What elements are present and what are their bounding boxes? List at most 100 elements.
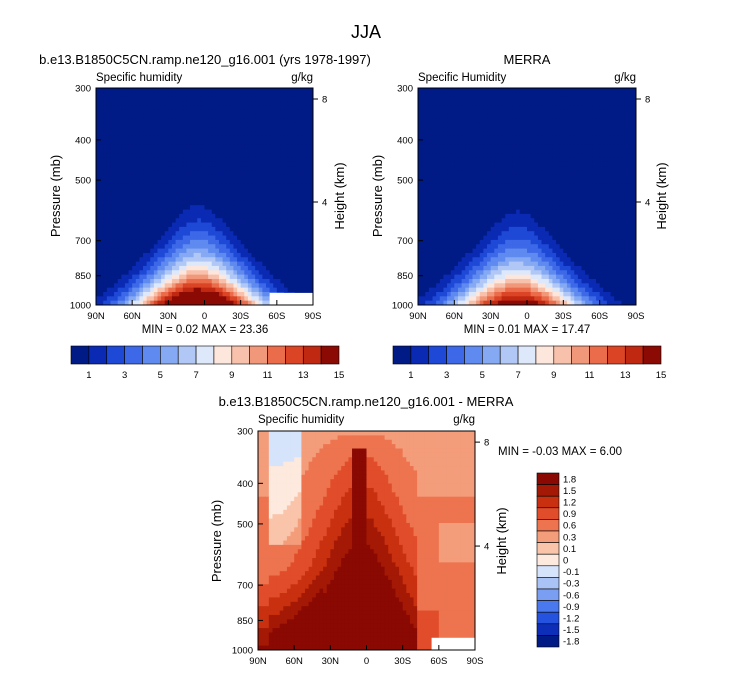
heatmap-cell — [632, 200, 637, 206]
heatmap-cell — [592, 140, 597, 145]
heatmap-cell — [541, 127, 546, 132]
heatmap-cell — [200, 118, 205, 124]
heatmap-cell — [255, 196, 260, 202]
heatmap-cell — [262, 257, 267, 262]
heatmap-cell — [574, 88, 579, 93]
heatmap-cell — [251, 127, 256, 132]
heatmap-cell — [298, 148, 303, 154]
heatmap-cell — [146, 148, 151, 154]
heatmap-cell — [527, 96, 532, 102]
heatmap-cell — [418, 96, 423, 102]
heatmap-cell — [226, 231, 231, 236]
heatmap-cell — [157, 179, 162, 184]
heatmap-cell — [146, 239, 151, 245]
heatmap-cell — [222, 153, 227, 158]
heatmap-cell — [454, 218, 459, 223]
heatmap-cell — [273, 179, 278, 184]
heatmap-cell — [117, 144, 122, 150]
heatmap-cell — [215, 291, 220, 297]
heatmap-cell — [161, 135, 166, 141]
heatmap-cell — [617, 109, 622, 115]
heatmap-cell — [244, 231, 249, 236]
heatmap-cell — [632, 92, 637, 98]
heatmap-cell — [211, 261, 216, 267]
heatmap-cell — [621, 114, 626, 119]
heatmap-cell — [625, 135, 630, 141]
heatmap-cell — [265, 265, 270, 271]
heatmap-cell — [599, 183, 604, 189]
heatmap-cell — [479, 114, 484, 119]
heatmap-cell — [139, 283, 144, 289]
heatmap-cell — [190, 179, 195, 184]
heatmap-cell — [146, 261, 151, 267]
heatmap-cell — [103, 270, 108, 276]
heatmap-cell — [585, 205, 590, 210]
heatmap-cell — [244, 239, 249, 245]
heatmap-cell — [186, 300, 191, 306]
heatmap-cell — [287, 265, 292, 271]
heatmap-cell — [273, 261, 278, 267]
heatmap-cell — [153, 226, 158, 232]
heatmap-cell — [617, 153, 622, 158]
heatmap-cell — [534, 153, 539, 158]
heatmap-cell — [505, 114, 510, 119]
heatmap-cell — [588, 88, 593, 93]
heatmap-cell — [519, 218, 524, 223]
heatmap-cell — [298, 144, 303, 150]
heatmap-cell — [171, 96, 176, 102]
heatmap-cell — [99, 270, 104, 276]
heatmap-cell — [211, 127, 216, 132]
heatmap-cell — [516, 196, 521, 202]
heatmap-cell — [110, 109, 115, 115]
heatmap-cell — [519, 213, 524, 219]
heatmap-cell — [96, 244, 101, 249]
heatmap-cell — [132, 105, 137, 111]
heatmap-cell — [581, 88, 586, 93]
panel-subtitle-left: Specific humidity — [96, 72, 183, 84]
heatmap-cell — [291, 105, 296, 111]
heatmap-cell — [247, 153, 252, 158]
heatmap-cell — [204, 174, 209, 180]
heatmap-cell — [305, 92, 310, 98]
heatmap-cell — [450, 140, 455, 145]
heatmap-cell — [247, 265, 252, 271]
heatmap-cell — [472, 88, 477, 93]
heatmap-cell — [302, 278, 307, 284]
heatmap-cell — [128, 200, 133, 206]
heatmap-cell — [625, 166, 630, 171]
heatmap-cell — [418, 105, 423, 111]
heatmap-cell — [541, 170, 546, 176]
heatmap-cell — [566, 166, 571, 171]
heatmap-cell — [157, 244, 162, 249]
heatmap-cell — [197, 148, 202, 154]
heatmap-cell — [168, 235, 173, 241]
heatmap-cell — [139, 135, 144, 141]
heatmap-cell — [204, 105, 209, 111]
heatmap-cell — [153, 192, 158, 197]
heatmap-cell — [291, 96, 296, 102]
heatmap-cell — [153, 157, 158, 163]
heatmap-cell — [468, 187, 473, 193]
heatmap-cell — [157, 239, 162, 245]
heatmap-cell — [305, 174, 310, 180]
heatmap-cell — [204, 148, 209, 154]
heatmap-cell — [237, 144, 242, 150]
heatmap-cell — [577, 144, 582, 150]
heatmap-cell — [287, 92, 292, 98]
heatmap-cell — [494, 144, 499, 150]
heatmap-cell — [110, 278, 115, 284]
heatmap-cell — [211, 157, 216, 163]
heatmap-cell — [200, 92, 205, 98]
heatmap-cell — [421, 140, 426, 145]
heatmap-cell — [215, 213, 220, 219]
heatmap-cell — [577, 213, 582, 219]
heatmap-cell — [124, 148, 129, 154]
heatmap-cell — [269, 153, 274, 158]
heatmap-cell — [494, 135, 499, 141]
heatmap-cell — [121, 274, 126, 280]
heatmap-cell — [537, 105, 542, 111]
heatmap-cell — [240, 183, 245, 189]
heatmap-cell — [164, 192, 169, 197]
heatmap-cell — [200, 205, 205, 210]
heatmap-cell — [103, 257, 108, 262]
